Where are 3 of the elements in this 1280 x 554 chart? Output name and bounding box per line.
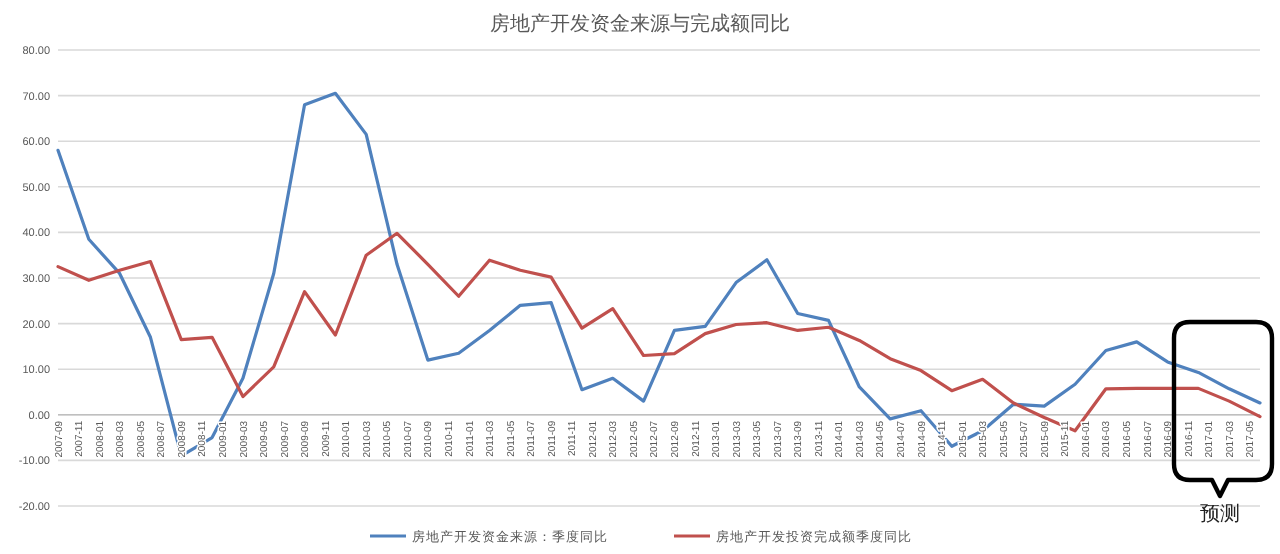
line-series	[56, 91, 1262, 458]
chart-title: 房地产开发资金来源与完成额同比	[490, 12, 790, 36]
annotation: 预测	[1200, 502, 1240, 526]
